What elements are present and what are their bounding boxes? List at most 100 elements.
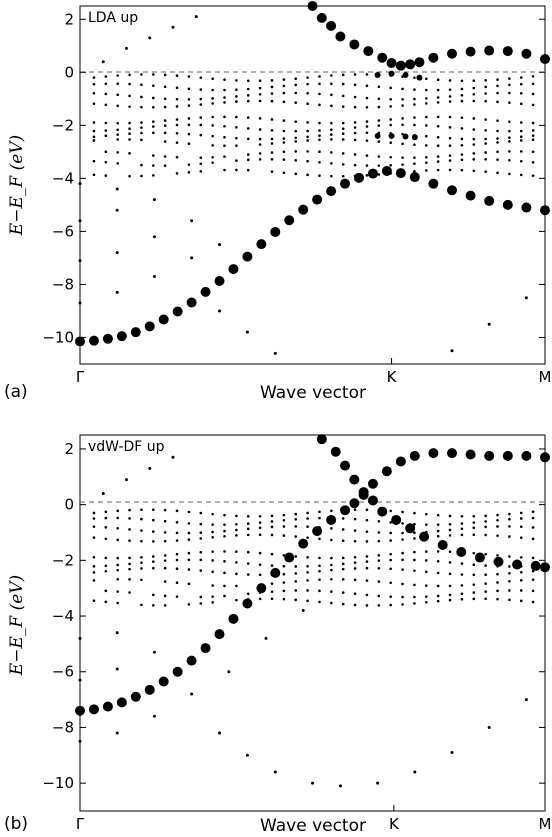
data-point [502,199,513,210]
band-dot [294,91,298,95]
band-dot [223,96,226,99]
band-dot [306,556,309,559]
band-dot [425,595,428,598]
band-dot [258,533,262,537]
band-dot [330,93,333,97]
band-dot [413,531,416,534]
band-dot [187,98,191,101]
band-dot [282,171,286,175]
band-dot [318,138,321,142]
band-dot [223,88,226,92]
band-dot [92,599,96,603]
band-dot [294,158,298,162]
band-dot [508,580,511,583]
band-dot [104,150,108,154]
data-point [190,692,194,696]
band-dot [294,565,298,568]
band-dot [128,152,131,155]
band-dot [104,510,108,514]
band-dot [163,140,167,143]
band-dot [116,151,119,154]
band-dot [306,565,309,568]
band-dot [531,578,535,581]
band-dot [163,105,167,109]
band-dot [151,540,155,543]
data-point [307,1,318,11]
data-point [228,613,239,624]
band-dot [163,559,167,562]
data-point [377,506,388,517]
band-dot [199,156,203,159]
data-point [78,739,82,743]
data-point [419,531,430,542]
band-dot [330,74,333,77]
band-dot [187,510,191,514]
band-dot [306,139,309,142]
band-dot [365,131,369,135]
band-dot [472,117,476,120]
data-point [144,321,155,332]
band-dot [294,150,298,153]
band-dot [270,92,274,95]
band-dot [436,160,440,163]
band-dot [175,567,179,571]
band-dot [187,522,191,525]
band-dot [270,520,274,523]
band-dot [448,144,452,147]
band-dot [460,99,464,103]
band-dot [425,584,428,587]
band-dot [496,518,499,522]
band-dot [235,144,238,147]
band-dot [306,511,309,515]
band-dot [484,158,487,161]
data-point [102,701,113,712]
band-dot [211,97,214,100]
band-dot [413,88,416,91]
data-point [450,751,454,755]
band-dot [199,569,203,572]
band-dot [175,118,179,121]
band-dot [519,76,523,79]
band-dot [425,155,428,159]
data-point [78,219,82,223]
data-point [524,698,528,702]
band-dot [330,538,333,542]
band-dot [365,566,369,570]
band-dot [519,570,523,574]
data-point [521,202,532,213]
band-dot [318,160,321,164]
band-dot [116,601,119,605]
band-dot [270,142,274,145]
band-dot [92,525,96,528]
band-dot [258,514,262,518]
data-point [88,335,99,346]
band-dot [413,583,416,587]
data-point [447,448,457,459]
band-dot [175,595,179,598]
band-dot [460,597,464,601]
band-dot [294,512,298,516]
band-dot [365,73,369,76]
band-dot [140,603,143,607]
data-point [172,666,183,677]
band-dot [460,116,464,119]
band-dot [413,522,416,526]
band-dot [330,121,333,125]
band-dot [199,88,203,91]
band-dot [389,521,392,524]
band-dot [341,94,345,98]
band-dot [246,94,250,97]
band-dot [341,602,345,606]
band-dot [246,158,250,162]
band-dot [389,97,392,101]
band-dot [318,134,321,137]
band-dot [330,601,333,605]
data-point [148,36,152,40]
band-dot [401,163,404,166]
band-dot [365,139,369,142]
band-dot [151,604,155,607]
band-dot [294,535,298,538]
